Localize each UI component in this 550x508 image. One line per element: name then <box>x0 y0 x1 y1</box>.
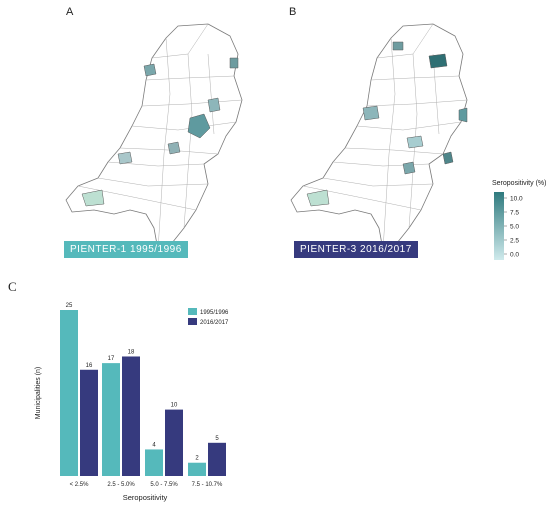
region-shaded <box>207 97 221 113</box>
region-shaded <box>81 189 105 207</box>
bar-1995-1996 <box>60 310 78 476</box>
municipal-borders <box>302 23 468 251</box>
bar-value-label: 4 <box>152 442 156 448</box>
region-shaded <box>167 141 181 155</box>
map-pienter-3 <box>290 23 468 251</box>
bar-value-label: 2 <box>195 456 199 462</box>
colorscale-tick-label: 0.0 <box>510 252 519 259</box>
badge-pienter-3: PIENTER-3 2016/2017 <box>294 241 418 258</box>
netherlands-outline <box>65 23 243 251</box>
bar-2016-2017 <box>122 356 140 476</box>
colorscale-tick-label: 7.5 <box>510 210 519 217</box>
region-shaded <box>306 189 330 207</box>
region-shaded <box>406 135 424 149</box>
bar-2016-2017 <box>208 442 226 476</box>
region-shaded <box>458 107 468 123</box>
bar-value-label: 25 <box>66 303 73 309</box>
panel-label-c: C <box>8 279 17 294</box>
panel-label-b: B <box>289 6 297 18</box>
legend-label: 1995/1996 <box>200 310 229 316</box>
netherlands-outline <box>290 23 468 251</box>
badge-pienter-1: PIENTER-1 1995/1996 <box>64 241 188 258</box>
region-shaded <box>117 151 133 165</box>
region-shaded <box>442 151 454 165</box>
y-axis-label: Municipalities (n) <box>35 367 42 420</box>
x-tick-label: 5.0 - 7.5% <box>150 482 178 488</box>
legend-swatch <box>188 308 197 315</box>
colorscale: 10.0 7.5 5.0 2.5 0.0 <box>494 192 523 260</box>
legend-swatch <box>188 318 197 325</box>
bar-1995-1996 <box>102 363 120 476</box>
x-tick-label: 2.5 - 5.0% <box>107 482 135 488</box>
colorscale-bar <box>494 192 504 260</box>
colorscale-tick-label: 10.0 <box>510 196 523 203</box>
region-shaded <box>229 57 239 69</box>
region-shaded <box>187 113 211 139</box>
municipal-borders <box>77 23 243 251</box>
colorscale-tick-label: 5.0 <box>510 224 519 231</box>
bar-value-label: 16 <box>86 363 93 369</box>
region-shaded <box>402 161 416 175</box>
region-shaded <box>362 105 380 121</box>
bar-2016-2017 <box>80 369 98 476</box>
map-pienter-1 <box>65 23 243 251</box>
colorscale-title: Seropositivity (%) <box>492 180 547 187</box>
bar-value-label: 10 <box>171 403 178 409</box>
x-tick-label: 7.5 - 10.7% <box>192 482 223 488</box>
x-tick-label: < 2.5% <box>70 482 90 488</box>
region-shaded <box>428 53 448 69</box>
x-axis-label: Seropositivity <box>123 493 168 502</box>
legend-label: 2016/2017 <box>200 320 229 326</box>
region-shaded <box>392 41 404 51</box>
region-shaded <box>143 63 157 77</box>
bar-2016-2017 <box>165 409 183 476</box>
panel-label-a: A <box>66 6 74 18</box>
bar-value-label: 5 <box>215 436 219 442</box>
bar-value-label: 18 <box>128 349 135 355</box>
bar-1995-1996 <box>188 462 206 476</box>
bar-value-label: 17 <box>108 356 115 362</box>
colorscale-tick-label: 2.5 <box>510 238 519 245</box>
bar-1995-1996 <box>145 449 163 476</box>
